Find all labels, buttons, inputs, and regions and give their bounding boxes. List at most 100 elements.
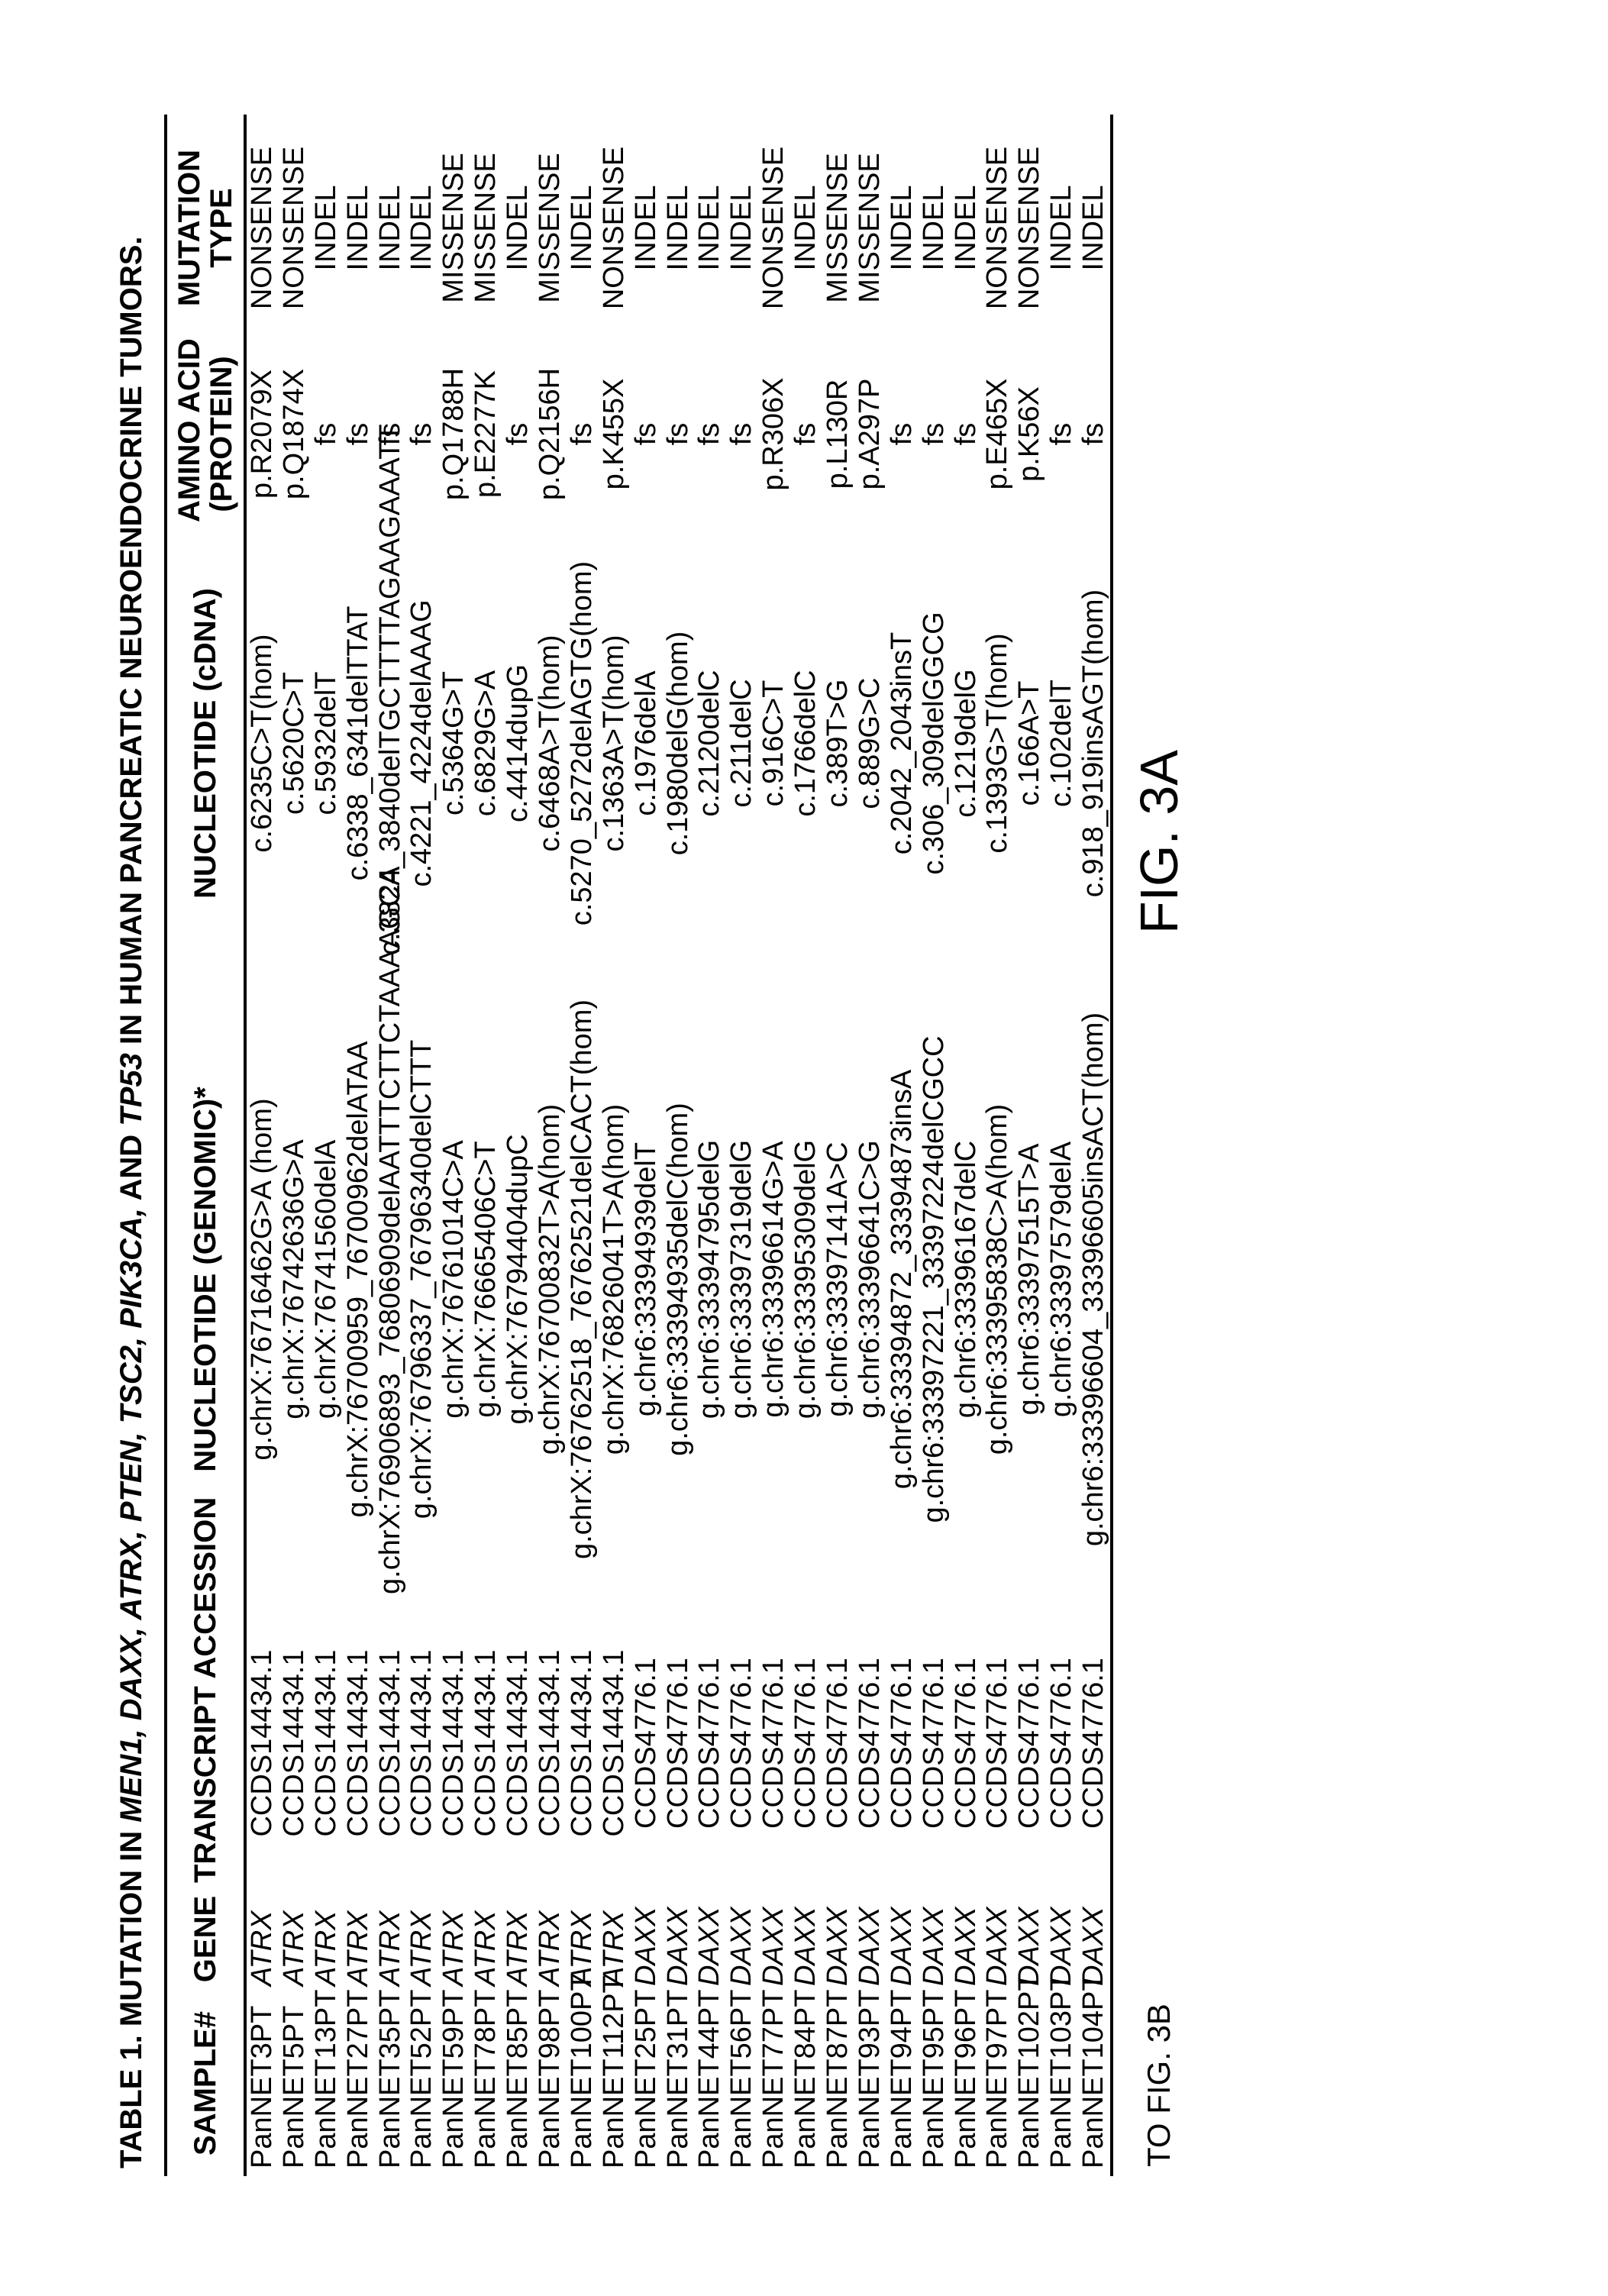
cell-cdna: c.6829G>A	[470, 527, 502, 960]
cell-cdna: c.1766delC	[790, 527, 822, 960]
cell-gene: DAXX	[886, 1887, 919, 1991]
cell-protein: fs	[886, 341, 919, 527]
table-row: PanNET104PTDAXXCCDS4776.1g.chr6:33396604…	[1078, 115, 1112, 2176]
cell-muttype: INDEL	[694, 115, 726, 341]
table-row: PanNET5PTATRXCCDS14434.1g.chrX:76742636G…	[279, 115, 311, 2176]
cell-muttype: MISSENSE	[470, 115, 502, 341]
cell-protein: fs	[631, 341, 663, 527]
cell-sample: PanNET102PT	[1014, 1991, 1046, 2176]
cell-protein: fs	[919, 341, 951, 527]
cell-accession: CCDS14434.1	[599, 1599, 631, 1887]
cell-accession: CCDS4776.1	[663, 1599, 695, 1887]
cell-muttype: INDEL	[567, 115, 599, 341]
cell-cdna: c.102delT	[1046, 527, 1078, 960]
cell-gene: ATRX	[343, 1887, 375, 1991]
cell-gene: DAXX	[854, 1887, 886, 1991]
cell-accession: CCDS4776.1	[1014, 1599, 1046, 1887]
cell-gene: ATRX	[406, 1887, 438, 1991]
cell-cdna: c.306_309delGGCG	[919, 527, 951, 960]
cell-accession: CCDS4776.1	[951, 1599, 983, 1887]
cell-cdna: c.916C>T	[758, 527, 790, 960]
title-and: AND	[115, 1126, 148, 1208]
cell-sample: PanNET59PT	[438, 1991, 470, 2176]
cell-accession: CCDS14434.1	[311, 1599, 343, 1887]
title-prefix: TABLE 1. MUTATION IN	[115, 1823, 148, 2168]
cell-cdna: c.211delC	[726, 527, 758, 960]
table-row: PanNET102PTDAXXCCDS4776.1g.chr6:33397515…	[1014, 115, 1046, 2176]
cell-muttype: NONSENSE	[279, 115, 311, 341]
cell-sample: PanNET35PT	[375, 1991, 407, 2176]
cell-gene: ATRX	[502, 1887, 534, 1991]
table-row: PanNET31PTDAXXCCDS4776.1g.chr6:33394935d…	[663, 115, 695, 2176]
cell-accession: CCDS14434.1	[534, 1599, 567, 1887]
cell-cdna: c.918_919insAGT(hom)	[1078, 527, 1112, 960]
cell-cdna: c.1219delG	[951, 527, 983, 960]
cell-sample: PanNET56PT	[726, 1991, 758, 2176]
col-accession: TRANSCRIPT ACCESSION	[166, 1599, 245, 1887]
cell-muttype: INDEL	[1078, 115, 1112, 341]
cell-gene: ATRX	[311, 1887, 343, 1991]
cell-gene: DAXX	[1046, 1887, 1078, 1991]
table-row: PanNET25PTDAXXCCDS4776.1g.chr6:33394939d…	[631, 115, 663, 2176]
cell-sample: PanNET112PT	[599, 1991, 631, 2176]
table-row: PanNET97PTDAXXCCDS4776.1g.chr6:33395838C…	[982, 115, 1014, 2176]
cell-cdna: c.889G>C	[854, 527, 886, 960]
table-row: PanNET84PTDAXXCCDS4776.1g.chr6:33395309d…	[790, 115, 822, 2176]
table-row: PanNET96PTDAXXCCDS4776.1g.chr6:33396167d…	[951, 115, 983, 2176]
cell-genomic: g.chrX:76665406C>T	[470, 960, 502, 1599]
cell-muttype: MISSENSE	[534, 115, 567, 341]
title-tp53: TP53	[115, 1053, 148, 1126]
cell-genomic: g.chr6:33397141A>C	[822, 960, 854, 1599]
cell-cdna: c.166A>T	[1014, 527, 1046, 960]
cell-sample: PanNET104PT	[1078, 1991, 1112, 2176]
cell-accession: CCDS4776.1	[726, 1599, 758, 1887]
cell-protein: fs	[343, 341, 375, 527]
cell-cdna: c.389T>G	[822, 527, 854, 960]
cell-gene: DAXX	[631, 1887, 663, 1991]
cell-gene: DAXX	[758, 1887, 790, 1991]
cell-protein: fs	[694, 341, 726, 527]
cell-accession: CCDS14434.1	[279, 1599, 311, 1887]
cell-gene: ATRX	[438, 1887, 470, 1991]
cell-sample: PanNET84PT	[790, 1991, 822, 2176]
table-title: TABLE 1. MUTATION IN MEN1, DAXX, ATRX, P…	[115, 115, 149, 2168]
cell-muttype: INDEL	[406, 115, 438, 341]
cell-sample: PanNET96PT	[951, 1991, 983, 2176]
cell-accession: CCDS14434.1	[438, 1599, 470, 1887]
cell-cdna: c.4414dupG	[502, 527, 534, 960]
mutation-table: SAMPLE# GENE TRANSCRIPT ACCESSION NUCLEO…	[164, 115, 1113, 2176]
table-row: PanNET87PTDAXXCCDS4776.1g.chr6:33397141A…	[822, 115, 854, 2176]
cell-genomic: g.chr6:33397579delA	[1046, 960, 1078, 1599]
table-row: PanNET52PTATRXCCDS14434.1g.chrX:76796337…	[406, 115, 438, 2176]
cell-gene: DAXX	[822, 1887, 854, 1991]
cell-genomic: g.chr6:33397515T>A	[1014, 960, 1046, 1599]
table-row: PanNET35PTATRXCCDS14434.1g.chrX:76906893…	[375, 115, 407, 2176]
table-body: PanNET3PTATRXCCDS14434.1g.chrX:76716462G…	[245, 115, 1112, 2176]
cell-genomic: g.chrX:76742636G>A	[279, 960, 311, 1599]
cell-muttype: NONSENSE	[599, 115, 631, 341]
cell-accession: CCDS14434.1	[245, 1599, 279, 1887]
cell-sample: PanNET98PT	[534, 1991, 567, 2176]
cell-sample: PanNET103PT	[1046, 1991, 1078, 2176]
cell-accession: CCDS14434.1	[406, 1599, 438, 1887]
cell-sample: PanNET5PT	[279, 1991, 311, 2176]
cell-cdna: c.1393G>T(hom)	[982, 527, 1014, 960]
cell-muttype: NONSENSE	[982, 115, 1014, 341]
cell-protein: p.Q2156H	[534, 341, 567, 527]
cell-accession: CCDS4776.1	[854, 1599, 886, 1887]
cell-protein: fs	[663, 341, 695, 527]
cell-genomic: g.chr6:33394935delC(hom)	[663, 960, 695, 1599]
cell-genomic: g.chr6:33394872_33394873insA	[886, 960, 919, 1599]
cell-muttype: INDEL	[375, 115, 407, 341]
cell-protein: p.L130R	[822, 341, 854, 527]
cell-protein: fs	[951, 341, 983, 527]
cell-accession: CCDS4776.1	[631, 1599, 663, 1887]
cell-genomic: g.chrX:76906893_76806909delAATTTCTTCTAAA…	[375, 960, 407, 1599]
cell-sample: PanNET44PT	[694, 1991, 726, 2176]
cell-cdna: c.6235C>T(hom)	[245, 527, 279, 960]
table-row: PanNET59PTATRXCCDS14434.1g.chrX:76761014…	[438, 115, 470, 2176]
figure-footer: TO FIG. 3B FIG. 3A	[1129, 115, 1190, 2176]
cell-genomic: g.chr6:33395309delG	[790, 960, 822, 1599]
cell-genomic: g.chr6:33394939delT	[631, 960, 663, 1599]
cell-accession: CCDS4776.1	[982, 1599, 1014, 1887]
